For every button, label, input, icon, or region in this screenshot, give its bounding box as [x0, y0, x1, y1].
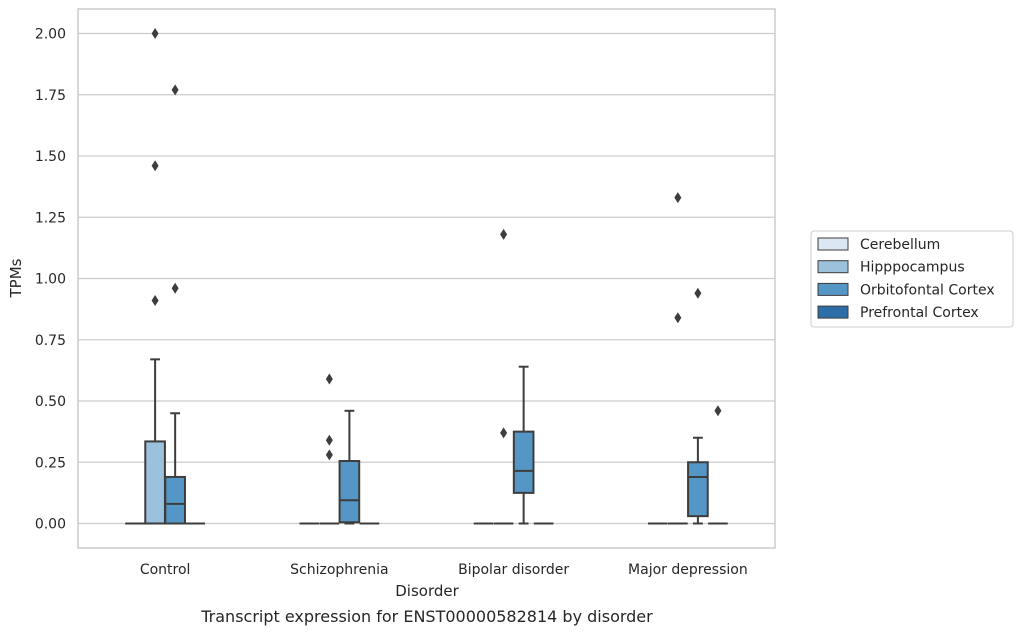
- box-hipppocampus: [144, 28, 166, 525]
- y-tick-label: 2.00: [35, 27, 66, 43]
- outlier-point: [674, 192, 682, 204]
- box-body: [338, 460, 361, 524]
- outlier-point: [325, 373, 333, 385]
- x-tick-label: Control: [140, 562, 191, 578]
- y-tick-label: 1.50: [35, 149, 66, 165]
- box-hipppocampus: [493, 228, 514, 525]
- y-tick-label: 0.25: [35, 455, 66, 471]
- x-axis-title: Disorder: [395, 582, 459, 600]
- y-axis-title: TPMs: [7, 258, 25, 298]
- outlier-point: [325, 434, 333, 446]
- outlier-point: [151, 295, 159, 307]
- chart-caption: Transcript expression for ENST0000058281…: [200, 607, 653, 626]
- legend-label: Orbitofontal Cortex: [860, 282, 995, 298]
- outlier-point: [325, 449, 333, 461]
- y-tick-label: 0.75: [35, 333, 66, 349]
- box-prefrontal-cortex: [708, 405, 728, 525]
- legend: Cerebellum Hipppocampus Orbitofontal Corte…: [810, 230, 1014, 328]
- box-hipppocampus: [668, 192, 688, 525]
- box-orbitofontal-cortex: [338, 409, 361, 525]
- outlier-point: [151, 28, 159, 39]
- outlier-point: [500, 228, 508, 240]
- box-orbitofontal-cortex: [164, 84, 186, 525]
- y-tick-labels: 0.00 0.25 0.50 0.75 1.00 1.25 1.50 1.75 2.00: [35, 27, 66, 533]
- plot-frame: [77, 8, 776, 549]
- y-tick-label: 0.50: [35, 394, 66, 410]
- outlier-point: [171, 282, 179, 294]
- legend-label: Hipppocampus: [860, 260, 965, 276]
- legend-label: Prefrontal Cortex: [860, 305, 979, 321]
- grid-lines: [78, 32, 775, 525]
- y-tick-label: 1.75: [35, 88, 66, 104]
- box-body: [512, 430, 535, 494]
- y-tick-label: 1.00: [35, 272, 66, 288]
- legend-label: Cerebellum: [860, 237, 940, 253]
- box-orbitofontal-cortex: [512, 365, 535, 525]
- x-tick-label: Bipolar disorder: [458, 562, 569, 578]
- legend-swatch: [817, 282, 849, 296]
- x-tick-labels: Control Schizophrenia Bipolar disorder Majo…: [140, 562, 748, 578]
- box-body: [144, 440, 166, 525]
- x-tick-label: Schizophrenia: [290, 562, 388, 578]
- legend-swatch: [817, 305, 849, 319]
- box-hipppocampus: [319, 373, 340, 525]
- x-tick-label: Major depression: [628, 562, 748, 578]
- outlier-point: [674, 312, 682, 324]
- box-body: [687, 461, 709, 518]
- boxes: [125, 28, 728, 525]
- y-tick-label: 1.25: [35, 210, 66, 226]
- outlier-point: [171, 84, 179, 96]
- legend-frame: [810, 230, 1014, 328]
- legend-swatch: [817, 237, 849, 251]
- y-tick-label: 0.00: [35, 517, 66, 533]
- outlier-point: [694, 287, 702, 299]
- legend-swatch: [817, 260, 849, 274]
- outlier-point: [714, 405, 722, 417]
- box-body: [164, 475, 186, 525]
- box-orbitofontal-cortex: [687, 287, 709, 525]
- outlier-point: [151, 160, 159, 172]
- outlier-point: [500, 427, 508, 439]
